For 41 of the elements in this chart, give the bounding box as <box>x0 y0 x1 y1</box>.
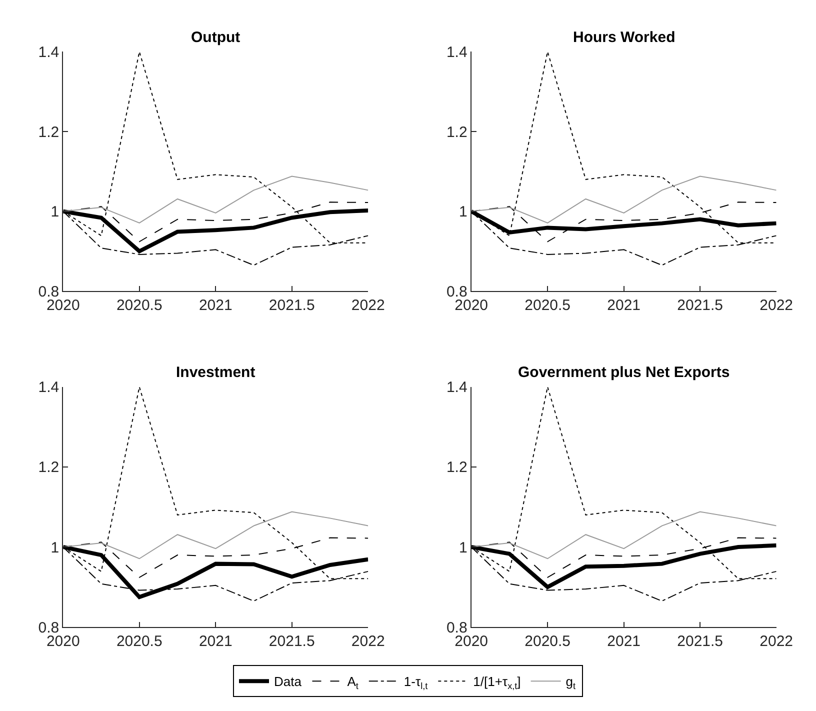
chart-title: Government plus Net Exports <box>518 364 730 381</box>
line-series <box>471 176 776 224</box>
x-tick-label: 2021 <box>607 633 641 650</box>
line-series <box>63 176 368 224</box>
y-tick-label: 1.4 <box>446 44 468 61</box>
x-tick-label: 2022 <box>351 633 385 650</box>
chart-title: Investment <box>176 364 256 381</box>
x-tick-label: 2021 <box>607 297 641 314</box>
x-tick-label: 2021.5 <box>677 633 724 650</box>
x-tick-label: 2022 <box>351 297 385 314</box>
legend-label: 1/[1+τ$_{x,t}$] <box>473 674 521 691</box>
x-tick-label: 2021 <box>198 297 232 314</box>
legend-label: g$_{t}$ <box>566 674 576 691</box>
y-tick-label: 1.4 <box>446 379 468 396</box>
x-tick-label: 2021.5 <box>268 633 315 650</box>
line-series <box>63 511 368 560</box>
x-tick-label: 2020.5 <box>116 297 162 314</box>
y-tick-label: 1 <box>459 539 468 556</box>
x-tick-label: 2021 <box>198 633 232 650</box>
y-tick-label: 1 <box>50 539 60 556</box>
x-tick-label: 2020.5 <box>524 297 571 314</box>
y-tick-label: 1.2 <box>38 459 60 476</box>
chart-title: Output <box>191 29 240 46</box>
y-tick-label: 1 <box>50 204 60 221</box>
chart-title: Hours Worked <box>573 29 676 46</box>
y-tick-label: 1.2 <box>446 124 468 141</box>
y-tick-label: 1.4 <box>38 44 60 61</box>
y-tick-label: 1.4 <box>38 379 60 396</box>
y-tick-label: 1 <box>459 204 468 221</box>
legend-label: 1-τ$_{l,t}$ <box>404 674 428 691</box>
y-tick-label: 1.2 <box>446 459 468 476</box>
x-tick-label: 2022 <box>760 633 794 650</box>
x-tick-label: 2020.5 <box>116 633 162 650</box>
x-tick-label: 2020.5 <box>524 633 571 650</box>
y-tick-label: 1.2 <box>38 124 60 141</box>
x-tick-label: 2021.5 <box>268 297 315 314</box>
x-tick-label: 2021.5 <box>677 297 724 314</box>
legend-label: Data <box>274 674 302 690</box>
x-tick-label: 2022 <box>760 297 794 314</box>
legend-label: A$_{t}$ <box>347 674 359 691</box>
line-series <box>471 511 776 560</box>
